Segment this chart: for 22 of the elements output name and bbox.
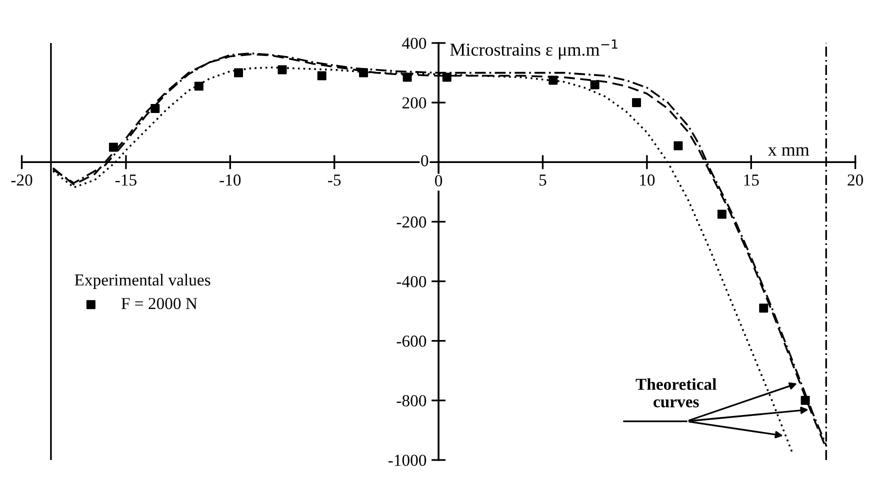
- x-tick-label: -10: [220, 174, 241, 186]
- y-tick-label: -800: [396, 395, 426, 406]
- x-tick-label: 10: [640, 174, 655, 186]
- x-tick-label: 0: [435, 175, 442, 186]
- y-tick-label: -600: [396, 336, 426, 347]
- legend-title: Experimental values: [74, 274, 210, 289]
- x-axis-title: x mm: [768, 147, 810, 156]
- x-tick-label: -20: [11, 174, 32, 186]
- x-tick-label: 15: [744, 174, 759, 186]
- y-tick-label: 200: [402, 97, 426, 109]
- y-tick-label: -400: [396, 276, 426, 288]
- x-tick-label: -15: [115, 174, 136, 186]
- legend-label: F = 2000 N: [121, 298, 198, 310]
- y-axis-title: Microstrains ε μm.m$^{−1}$: [450, 39, 618, 60]
- x-tick-label: -5: [328, 174, 341, 186]
- y-tick-label: 400: [402, 38, 426, 49]
- x-tick-label: 5: [540, 174, 546, 186]
- y-tick-label: -200: [396, 216, 426, 228]
- x-tick-label: 20: [848, 174, 864, 186]
- y-tick-label: -1000: [388, 454, 426, 466]
- annotation: Theoretical curves: [636, 378, 716, 408]
- y-tick-label: 0: [421, 155, 428, 166]
